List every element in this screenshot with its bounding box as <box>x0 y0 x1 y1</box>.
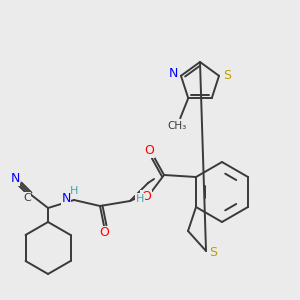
Text: CH₃: CH₃ <box>168 121 187 131</box>
Text: N: N <box>168 67 178 80</box>
Text: N: N <box>61 191 71 205</box>
Text: C: C <box>23 193 31 203</box>
Text: O: O <box>141 190 151 203</box>
Text: S: S <box>223 69 231 82</box>
Text: O: O <box>144 145 154 158</box>
Text: H: H <box>136 194 144 204</box>
Text: N: N <box>10 172 20 185</box>
Text: H: H <box>70 186 78 196</box>
Text: S: S <box>209 247 217 260</box>
Text: O: O <box>99 226 109 239</box>
